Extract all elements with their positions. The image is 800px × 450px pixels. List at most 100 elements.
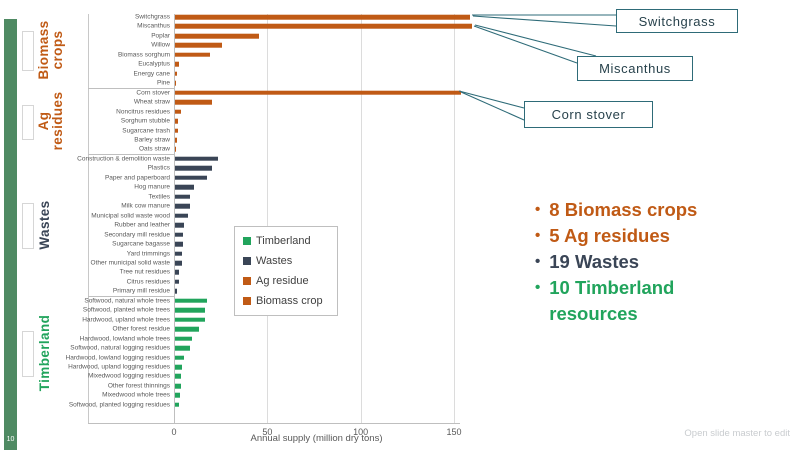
group-label-ag-residues: Ag residues (35, 91, 65, 151)
bar-row-label: Miscanthus (137, 22, 170, 30)
bar-plastics (175, 166, 213, 171)
bar-sugarcane-trash (175, 128, 178, 133)
bar-row-label: Yard trimmings (126, 250, 170, 257)
callout-switchgrass[interactable]: Switchgrass (616, 9, 738, 33)
x-axis-title: Annual supply (million dry tons) (250, 433, 383, 444)
callout-miscanthus-label: Miscanthus (599, 61, 671, 76)
bar-primary-mill-residue (175, 289, 177, 294)
legend-label: Biomass crop (256, 295, 323, 307)
bar-row-label: Noncitrus residues (116, 108, 170, 116)
bar-municipal-solid-waste-wood (175, 213, 189, 218)
bar-row-label: Plastics (147, 164, 170, 172)
bar-row-label: Corn stover (136, 89, 170, 97)
bar-poplar (175, 33, 259, 39)
label-area-line (88, 14, 89, 423)
legend-swatch-timberland (243, 237, 251, 245)
chart-legend[interactable]: Timberland Wastes Ag residue Biomass crop (234, 226, 338, 316)
bar-textiles (175, 194, 190, 200)
legend-item-wastes: Wastes (243, 255, 329, 267)
bar-row-label: Other municipal solid waste (90, 259, 170, 267)
bar-hardwood-upland-whole-trees (175, 317, 205, 323)
bar-row-label: Energy cane (133, 70, 171, 78)
bar-row-label: Hardwood, upland whole trees (82, 316, 170, 324)
bar-other-forest-residue (175, 326, 200, 332)
legend-item-ag-residue: Ag residue (243, 275, 329, 287)
gridline (360, 14, 362, 423)
bar-row-label: Secondary mill residue (104, 231, 170, 239)
callout-corn-stover[interactable]: Corn stover (524, 101, 653, 128)
bar-row-label: Sugarcane trash (122, 127, 170, 135)
x-tick-label: 0 (171, 427, 177, 437)
bar-row-label: Eucalyptus (138, 60, 170, 68)
summary-bullet-list[interactable]: • 8 Biomass crops • 5 Ag residues • 19 Wastes… (535, 197, 747, 327)
bar-hardwood-upland-logging-residues (175, 364, 183, 370)
bullet-dot: • (535, 201, 541, 218)
bullet-text: 19 Wastes (549, 251, 640, 272)
bar-construction-demolition-waste (175, 156, 218, 162)
gridline (267, 14, 269, 423)
legend-item-biomass-crop: Biomass crop (243, 295, 329, 307)
bar-other-forest-thinnings (175, 383, 181, 389)
bar-row-label: Sorghum stubble (120, 117, 170, 125)
bullet-dot: • (535, 253, 541, 270)
group-separator-line (88, 154, 174, 156)
bar-row-label: Softwood, planted logging residues (68, 401, 170, 409)
bar-row-label: Biomass sorghum (117, 51, 170, 59)
bracket-box (22, 330, 34, 377)
group-separator-line (88, 87, 174, 89)
bar-yard-trimmings (175, 251, 183, 256)
bar-row-label: Sugarcane bagasse (112, 240, 170, 248)
bar-mixedwood-logging-residues (175, 374, 181, 379)
sidebar-accent-bar: 10 (4, 19, 17, 450)
legend-label: Ag residue (256, 275, 309, 287)
bullet-dot: • (535, 227, 541, 244)
bar-row-label: Oats straw (138, 145, 170, 153)
legend-label: Wastes (256, 255, 293, 267)
bullet-item: • 10 Timberland resources (535, 275, 747, 327)
bullet-text: 5 Ag residues (549, 225, 670, 246)
bullet-dot: • (535, 279, 541, 296)
bracket-box (22, 104, 34, 140)
bar-row-label: Other forest thinnings (107, 382, 170, 390)
bar-row-label: Citrus residues (126, 278, 170, 286)
bar-tree-nut-residues (175, 270, 179, 275)
x-axis-line (88, 423, 460, 424)
bullet-text: 10 Timberland resources (549, 277, 675, 324)
legend-swatch-ag-residue (243, 277, 251, 285)
bar-pine (175, 80, 177, 86)
bar-hog-manure (175, 184, 194, 190)
bar-wheat-straw (175, 99, 213, 105)
bar-secondary-mill-residue (175, 232, 184, 237)
bar-row-label: Barley straw (134, 136, 170, 144)
bracket-box (22, 31, 34, 72)
bar-row-label: Hardwood, lowland logging residues (65, 354, 170, 362)
bar-oats-straw (175, 147, 177, 152)
bar-row-label: Hog manure (134, 183, 170, 191)
bar-row-label: Textiles (148, 193, 170, 201)
category-axis-line (174, 14, 175, 423)
bar-row-label: Hardwood, upland logging residues (68, 363, 170, 371)
bar-barley-straw (175, 137, 178, 143)
legend-swatch-wastes (243, 257, 251, 265)
legend-item-timberland: Timberland (243, 235, 329, 247)
bar-miscanthus (175, 24, 472, 29)
bar-hardwood-lowland-whole-trees (175, 336, 192, 341)
bullet-text: 8 Biomass crops (549, 199, 698, 220)
bar-row-label: Pine (156, 79, 170, 87)
bullet-item: • 8 Biomass crops (535, 197, 747, 223)
footer-hint: Open slide master to edit (684, 428, 790, 439)
bar-row-label: Switchgrass (134, 13, 170, 21)
bar-row-label: Construction & demolition waste (77, 155, 170, 163)
bar-milk-cow-manure (175, 203, 190, 209)
callout-corn-stover-label: Corn stover (551, 107, 626, 122)
x-tick-label: 150 (446, 427, 462, 437)
bar-row-label: Softwood, natural whole trees (84, 297, 170, 305)
bar-row-label: Wheat straw (133, 98, 170, 106)
bullet-item: • 19 Wastes (535, 249, 747, 275)
bar-corn-stover (175, 90, 461, 95)
bar-hardwood-lowland-logging-residues (175, 355, 185, 360)
legend-label: Timberland (256, 235, 311, 247)
bar-row-label: Milk cow manure (121, 202, 170, 210)
callout-miscanthus[interactable]: Miscanthus (577, 56, 693, 81)
